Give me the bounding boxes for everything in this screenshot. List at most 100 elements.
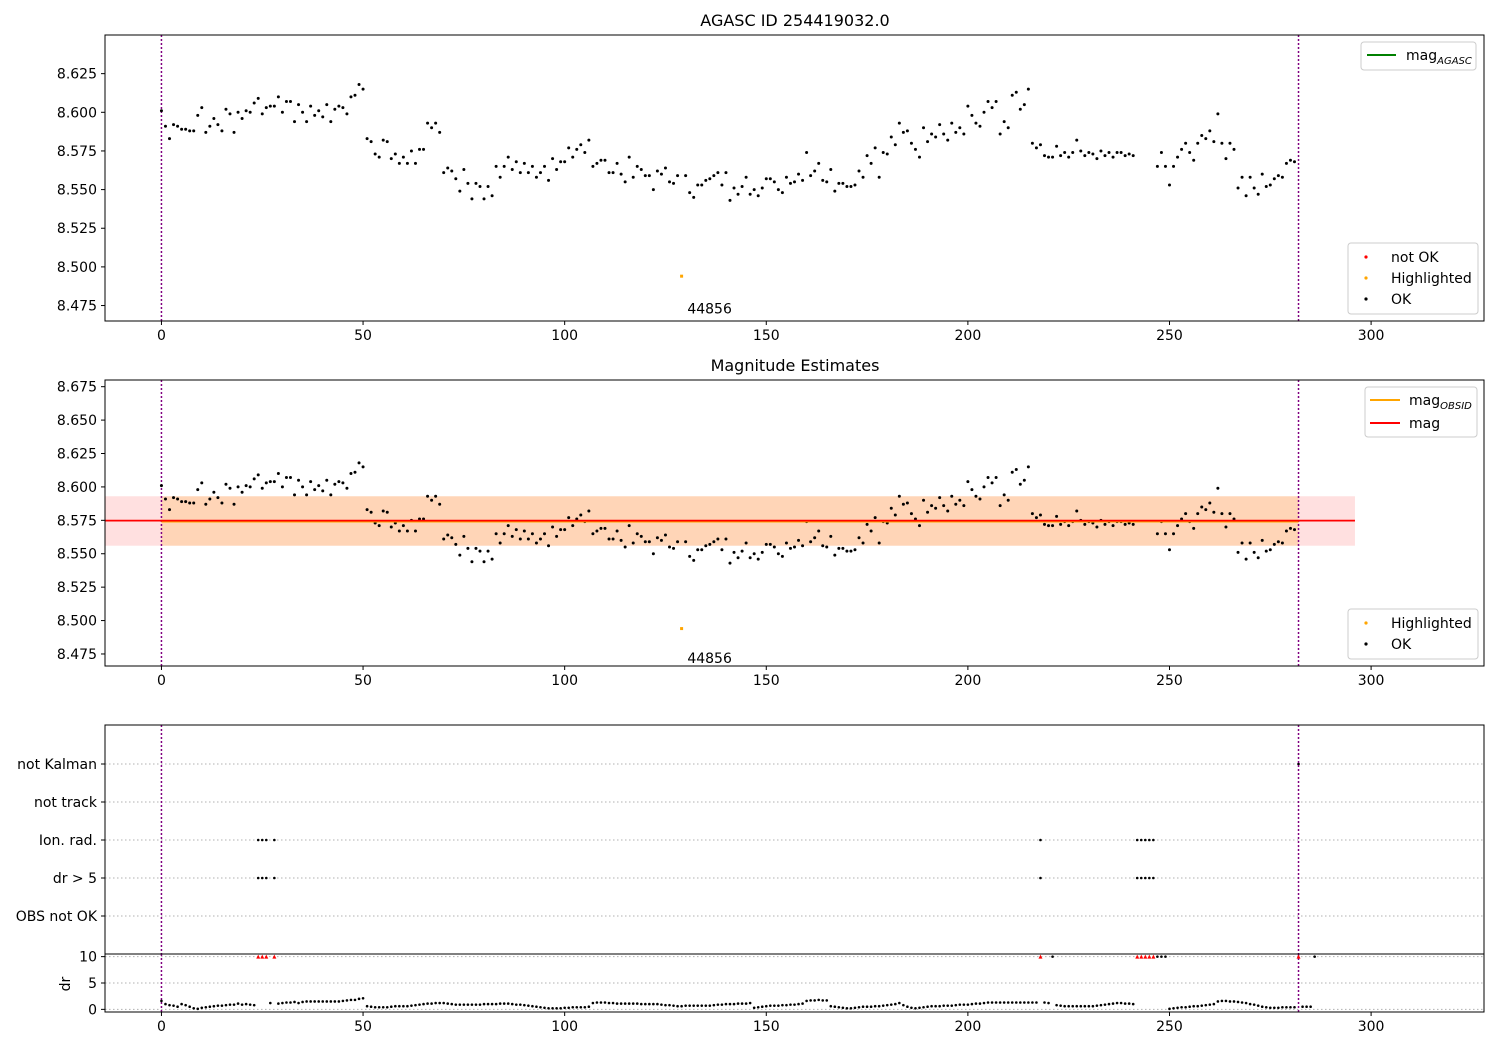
- p2-point-8: [192, 501, 196, 505]
- p4-point-189: [922, 1005, 925, 1009]
- p2-point-236: [1111, 524, 1115, 528]
- p4-point-269: [1244, 1001, 1248, 1005]
- p2-point-41: [325, 478, 329, 482]
- p2-point-73: [454, 542, 458, 546]
- p1-point-85: [502, 164, 506, 168]
- p4-point-86: [506, 1002, 510, 1005]
- p1-point-152: [772, 180, 776, 184]
- p1-point-29: [276, 95, 280, 99]
- p4-point-175: [865, 1005, 869, 1009]
- p1-point-32: [288, 99, 292, 103]
- p1-point-268: [1240, 175, 1244, 179]
- p1-point-66: [426, 121, 430, 125]
- p1-point-182: [893, 143, 897, 147]
- p1-point-248: [1159, 150, 1163, 154]
- p1-point-174: [861, 175, 865, 179]
- p3-flag-3-9: [1152, 876, 1155, 880]
- p4-point-69: [438, 1001, 441, 1005]
- p1-point-22: [248, 110, 252, 114]
- p4-point-267: [1236, 1000, 1240, 1004]
- p1-point-73: [454, 177, 458, 181]
- p2-point-211: [1010, 470, 1014, 474]
- p4-point-29: [277, 1002, 280, 1005]
- p2-point-164: [821, 544, 825, 548]
- p2-point-9: [196, 488, 200, 492]
- p2-point-3: [172, 496, 176, 500]
- p4-point-104: [579, 1005, 583, 1009]
- p1-point-135: [704, 178, 708, 182]
- p2-point-50: [361, 465, 365, 469]
- p4-point-254: [1184, 1005, 1187, 1009]
- p1-point-115: [623, 180, 627, 184]
- p1-point-275: [1268, 183, 1272, 187]
- p4-point-119: [639, 1002, 643, 1006]
- panel-2-frame: [104, 379, 1485, 667]
- p2-point-254: [1184, 512, 1188, 516]
- p3-flag-3-6: [1139, 876, 1143, 880]
- p1-point-277: [1276, 174, 1280, 178]
- p4-point-10: [200, 1006, 204, 1010]
- p4-point-50: [361, 996, 365, 1000]
- p4-point-95: [543, 1006, 546, 1010]
- p4-point-250: [1168, 1007, 1171, 1011]
- p2-point-232: [1095, 525, 1099, 529]
- p3-flag-3-8: [1148, 876, 1151, 880]
- p1-point-154: [780, 191, 784, 195]
- p4-point-84: [498, 1002, 502, 1005]
- p1-point-230: [1087, 150, 1091, 154]
- p1-legend-label-0: not OK: [1391, 250, 1439, 266]
- p4-point-55: [381, 1005, 385, 1009]
- p2-point-213: [1018, 482, 1022, 486]
- p4-point-149: [760, 1005, 764, 1009]
- p1-highlight-point: [680, 274, 684, 278]
- p2-ytick-label-7: 8.650: [57, 413, 97, 429]
- p1-point-128: [676, 174, 680, 178]
- p2-point-173: [857, 536, 861, 540]
- p3-flag-3-2: [264, 876, 268, 880]
- p4-point-235: [1107, 1002, 1111, 1006]
- p1-point-28: [272, 104, 276, 108]
- p4-point-52: [369, 1005, 373, 1009]
- p1-point-0: [159, 109, 163, 113]
- p4-ytick-label-1: 5: [88, 976, 97, 992]
- legend-agasc-label: magAGASC: [1406, 48, 1472, 67]
- p2-point-188: [917, 524, 921, 528]
- p2-point-78: [474, 546, 478, 550]
- p3-category-label-2: Ion. rad.: [39, 833, 97, 849]
- p1-point-151: [768, 177, 772, 181]
- p4-point-166: [829, 1004, 833, 1008]
- p2-point-130: [684, 540, 688, 544]
- p2-point-109: [599, 526, 603, 530]
- p2-point-14: [216, 496, 220, 500]
- p4-point-137: [712, 1003, 716, 1007]
- p1-point-247: [1155, 164, 1159, 168]
- p4-point-141: [728, 1002, 732, 1006]
- p4-point-155: [785, 1003, 788, 1007]
- p4-point-80: [482, 1002, 486, 1006]
- p1-point-130: [684, 174, 688, 178]
- p3-flag-2-7: [1143, 838, 1147, 842]
- p2-point-122: [651, 552, 655, 556]
- p1-xtick-label-2: 100: [551, 328, 578, 344]
- p1-point-133: [696, 183, 700, 187]
- p4-point-38: [313, 1000, 316, 1003]
- p1-point-140: [724, 171, 728, 175]
- p1-point-122: [651, 188, 655, 192]
- p2-point-201: [970, 488, 974, 492]
- p4-point-99: [559, 1007, 562, 1010]
- p4-clipped-marker-244: [1143, 954, 1148, 959]
- p3-flag-2-1: [260, 838, 264, 842]
- p2-xtick-label-3: 150: [753, 673, 780, 689]
- p2-point-137: [712, 540, 716, 544]
- p4-point-262: [1216, 1000, 1220, 1003]
- p4-point-62: [410, 1004, 413, 1007]
- p4-point-264: [1224, 999, 1228, 1003]
- p4-point-106: [587, 1005, 591, 1009]
- p4-point-101: [567, 1006, 570, 1010]
- p2-legend-box: [1347, 608, 1479, 660]
- p1-point-181: [889, 135, 893, 139]
- dr-axis-label: dr: [58, 976, 74, 991]
- p1-point-89: [518, 171, 522, 175]
- p1-point-93: [534, 175, 538, 179]
- p1-point-20: [240, 116, 244, 120]
